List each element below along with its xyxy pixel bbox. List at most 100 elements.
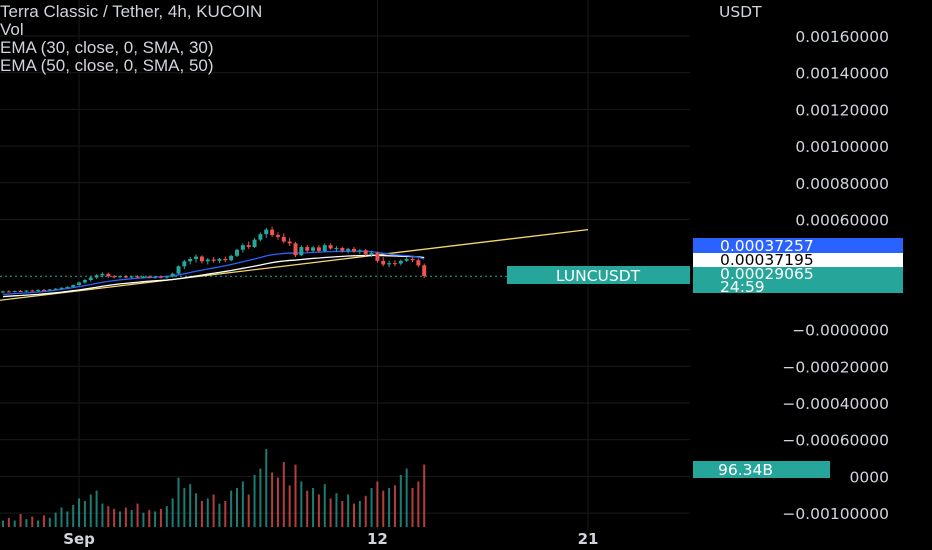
candle-body [47,289,52,291]
symbol-label: LUNCUSDT [556,267,641,285]
volume-bar [42,515,45,527]
volume-bar [358,501,361,527]
candle-body [71,285,76,287]
candle-body [229,255,234,261]
volume-bar [119,511,121,527]
volume-bar [276,477,279,527]
price-tick-label: −0.0000000 [792,322,889,340]
volume-bar [60,507,63,527]
candle-body [77,282,82,286]
volume-bar [107,506,110,527]
volume-bar [405,468,408,527]
volume-bar [306,490,309,527]
volume-bar [294,464,297,527]
legend-title[interactable]: Terra Classic / Tether, 4h, KUCOIN [0,2,263,21]
chart-legend[interactable]: Terra Classic / Tether, 4h, KUCOIN Vol E… [0,3,262,75]
candle-body [100,273,105,276]
time-axis[interactable]: Sep 12 21 [63,530,598,548]
volume-bar [13,520,16,527]
price-axis[interactable]: USDT 0.00160000 0.00140000 0.00120000 0.001… [719,3,889,523]
candle-body [211,259,216,261]
candle-body [36,289,41,291]
volume-bar [48,517,51,527]
volume-bar [206,498,209,527]
candle-body [112,276,117,278]
price-tick-label: −0.00100000 [782,505,889,523]
candle-body [369,252,374,255]
ema50-line [2,254,425,298]
candle-body [123,276,128,278]
volume-bar [300,481,303,527]
volume-bar [159,508,162,527]
candle-body [264,229,269,235]
volume-bar [95,490,98,527]
time-tick-label: Sep [63,530,95,548]
volume-bar [265,449,268,527]
volume-bar [89,494,92,527]
time-tick-label: 21 [578,530,599,548]
candle-body [199,256,204,262]
volume-bar [171,498,174,527]
last-price-badge: 0.00029065 24:59 [693,265,903,296]
volume-badge: 96.34B [693,461,830,479]
legend-ema50[interactable]: EMA (50, close, 0, SMA, 50) [0,56,214,75]
candle-body [334,247,339,249]
candle-body [381,260,386,265]
volume-bar [312,488,315,527]
volume-bar [382,490,385,527]
candles [1,226,427,294]
candle-body [275,235,280,237]
volume-bar [341,501,344,527]
volume-bar [411,488,414,527]
candle-body [217,258,222,261]
candle-body [82,280,87,283]
candle-body [270,229,275,236]
volume-bars [2,449,426,527]
candle-body [422,265,427,277]
symbol-badge: LUNCUSDT [507,266,690,285]
candle-body [235,249,239,256]
legend-vol[interactable]: Vol [0,20,24,39]
candle-body [328,245,333,249]
candle-body [305,247,310,251]
volume-bar [142,512,145,527]
volume-bar [2,520,4,527]
candle-body [176,266,181,274]
candle-body [1,291,5,293]
volume-bar [113,508,116,527]
legend-ema30[interactable]: EMA (30, close, 0, SMA, 30) [0,38,214,57]
candle-body [41,289,46,291]
price-tick-label: 0.00120000 [795,101,889,119]
candle-body [311,247,316,251]
volume-bar [189,484,192,527]
price-tick-label: −0.00060000 [782,432,889,450]
volume-bar [230,490,233,527]
candle-body [182,261,187,267]
volume-bar [224,501,227,527]
volume-bar [353,503,355,527]
candle-body [299,247,304,256]
volume-bar [154,511,157,527]
trendline[interactable] [0,228,589,301]
volume-bar [399,475,402,527]
volume-bar [417,481,420,527]
volume-bar [364,495,367,527]
candle-body [164,276,169,278]
candle-body [293,243,298,256]
trendline-segment [0,228,589,301]
time-tick-label: 12 [367,530,388,548]
volume-bar [72,504,75,527]
candle-body [24,290,29,292]
candle-body [352,248,356,252]
candle-body [404,258,409,261]
candle-body [141,276,146,278]
candle-body [118,276,122,278]
candle-body [392,263,397,265]
ema50-price-badge: 0.00037195 [693,251,903,269]
price-tick-label: −0.00020000 [782,358,889,376]
candle-body [94,275,99,278]
candle-body [158,276,163,278]
volume-bar [7,517,10,527]
price-tick-label: −0.00040000 [782,395,889,413]
